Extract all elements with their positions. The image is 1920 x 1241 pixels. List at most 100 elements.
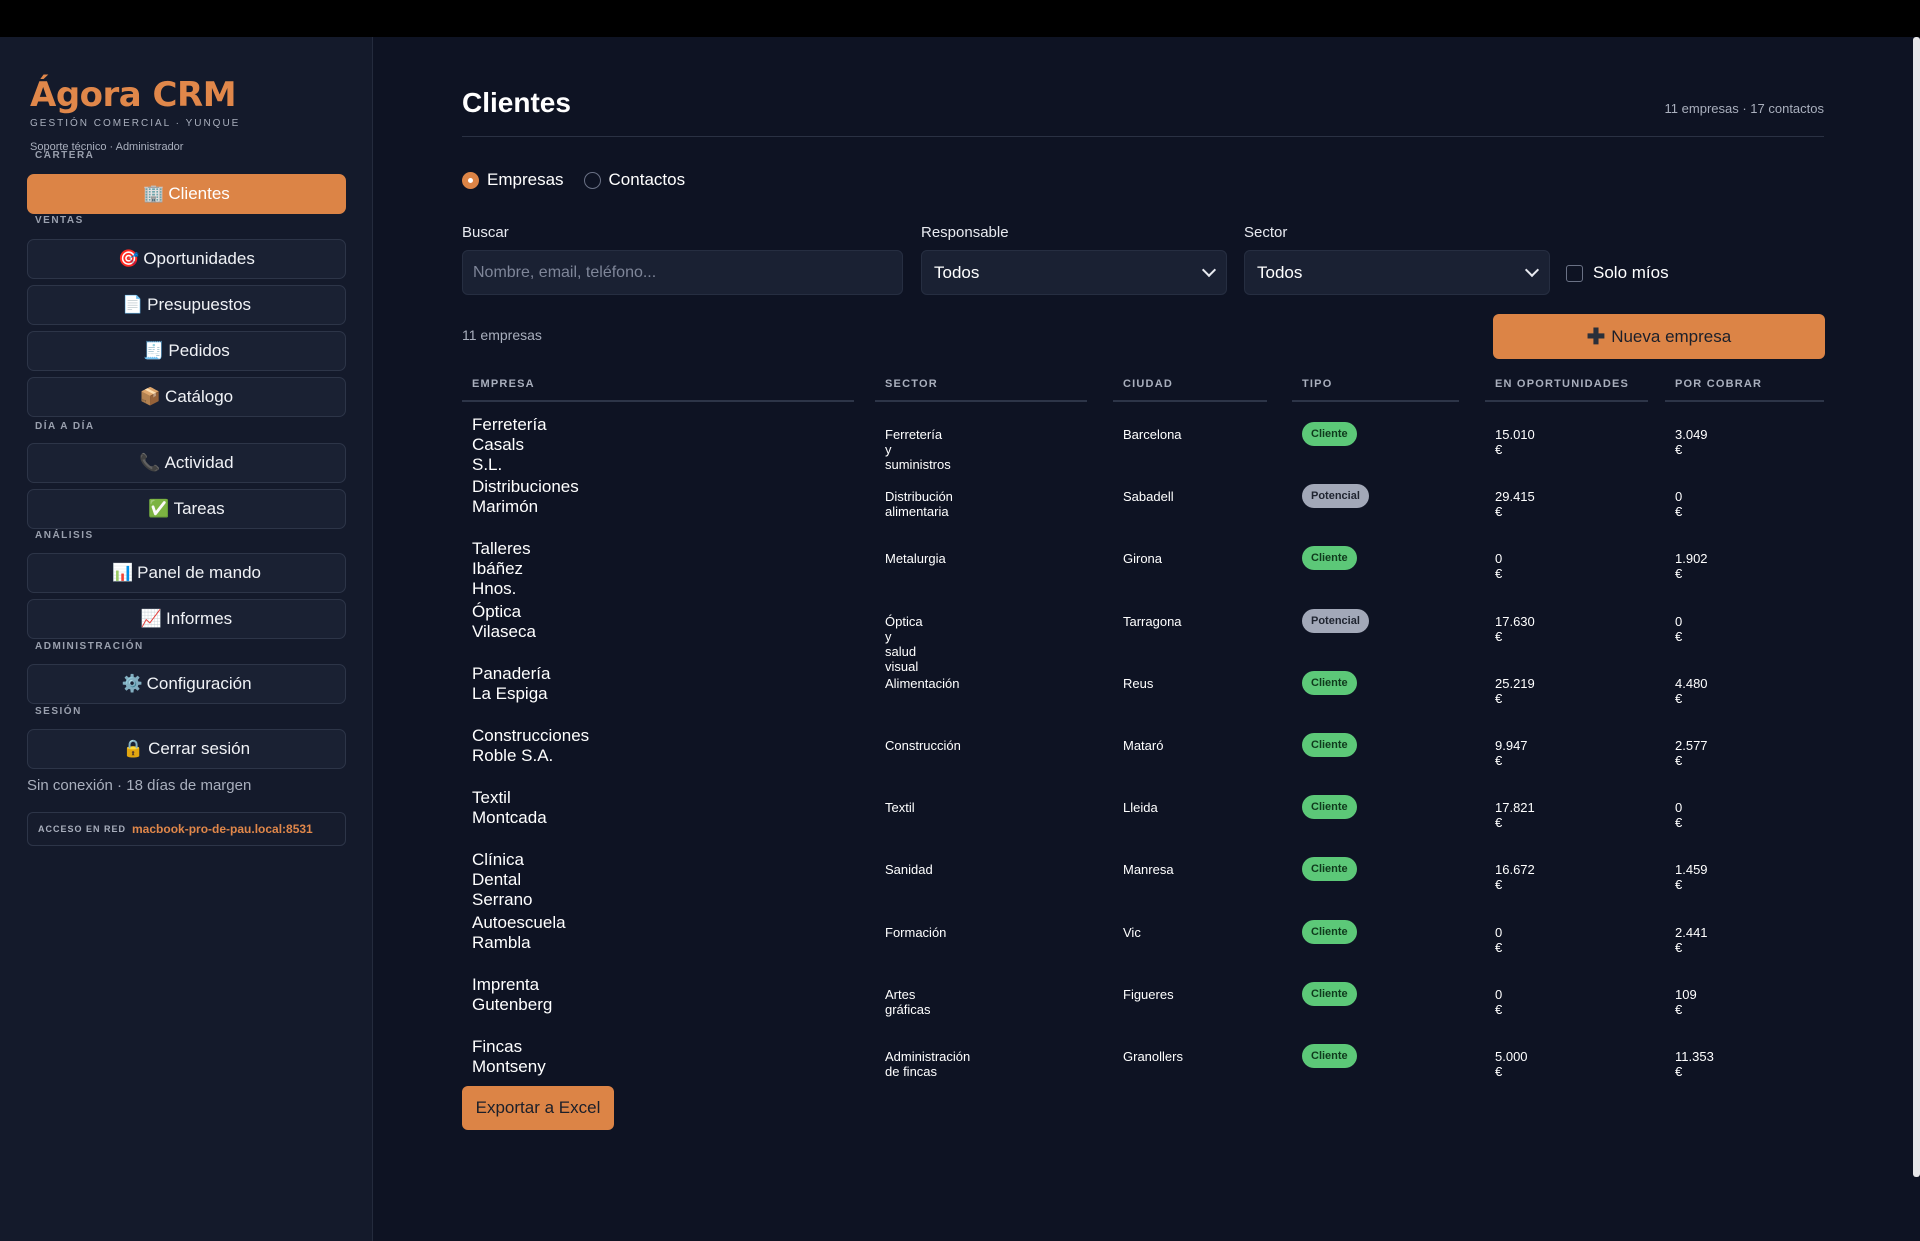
sidebar-item-label: Pedidos	[168, 341, 230, 360]
sidebar-section-label: CARTERA	[35, 150, 95, 161]
nav-emoji-icon: 📞	[139, 453, 161, 472]
page-count-summary: 11 empresas · 17 contactos	[1664, 101, 1824, 116]
sidebar: Ágora CRM GESTIÓN COMERCIAL · YUNQUE Sop…	[0, 37, 373, 1241]
opportunities-cell: 0 €	[1495, 551, 1503, 582]
nav-emoji-icon: 🎯	[118, 249, 140, 268]
sidebar-item-cerrar-sesion[interactable]: 🔒 Cerrar sesión	[27, 729, 346, 769]
nav-emoji-icon: ✅	[148, 499, 170, 518]
company-name-link[interactable]: Óptica Vilaseca	[472, 601, 536, 641]
sidebar-item-actividad[interactable]: 📞 Actividad	[27, 443, 346, 483]
sidebar-item-tareas[interactable]: ✅ Tareas	[27, 489, 346, 529]
sidebar-item-presupuestos[interactable]: 📄 Presupuestos	[27, 285, 346, 325]
opportunities-cell: 17.821 €	[1495, 800, 1535, 831]
type-badge: Cliente	[1302, 857, 1357, 882]
nav-emoji-icon: 🧾	[143, 341, 165, 360]
receivable-cell: 11.353 €	[1675, 1049, 1714, 1079]
opportunities-cell: 5.000 €	[1495, 1049, 1528, 1079]
company-name-link[interactable]: Fincas Montseny	[472, 1037, 546, 1076]
chevron-down-icon	[1201, 262, 1217, 278]
radio-empresas-label: Empresas	[487, 170, 564, 189]
page-title: Clientes	[462, 87, 571, 118]
city-cell: Manresa	[1123, 862, 1174, 878]
title-divider	[462, 136, 1824, 137]
checkbox-icon[interactable]	[1566, 264, 1583, 282]
company-name-link[interactable]: Panadería La Espiga	[472, 663, 551, 703]
brand-subtitle: GESTIÓN COMERCIAL · YUNQUE	[30, 118, 241, 129]
sidebar-item-label: Cerrar sesión	[148, 739, 251, 758]
sidebar-item-label: Actividad	[164, 453, 234, 472]
company-name-link[interactable]: Distribuciones Marimón	[472, 477, 579, 517]
sidebar-section-label: DÍA A DÍA	[35, 421, 95, 432]
sidebar-section-label: ADMINISTRACIÓN	[35, 641, 144, 652]
company-name-link[interactable]: Textil Montcada	[472, 788, 547, 828]
receivable-cell: 3.049 €	[1675, 427, 1708, 457]
opportunities-cell: 9.947 €	[1495, 738, 1528, 768]
company-name-link[interactable]: Ferretería Casals S.L.	[472, 415, 547, 474]
company-name-link[interactable]: Autoescuela Rambla	[472, 912, 566, 952]
sector-label: Sector	[1244, 224, 1288, 241]
sidebar-item-catalogo[interactable]: 📦 Catálogo	[27, 377, 346, 417]
radio-empresas[interactable]: Empresas	[462, 170, 564, 190]
column-header: SECTOR	[875, 378, 1087, 402]
sidebar-item-label: Informes	[166, 609, 233, 628]
sector-cell: Alimentación	[885, 675, 960, 691]
company-name-link[interactable]: Imprenta Gutenberg	[472, 974, 553, 1014]
city-cell: Mataró	[1123, 738, 1164, 753]
sector-cell: Óptica y salud visual	[885, 613, 923, 674]
sidebar-item-configuracion[interactable]: ⚙️ Configuración	[27, 664, 346, 704]
nav-emoji-icon: 📊	[112, 563, 134, 582]
opportunities-cell: 16.672 €	[1495, 862, 1535, 893]
receivable-cell: 1.902 €	[1675, 551, 1708, 582]
network-access-label: ACCESO EN RED	[38, 824, 127, 834]
nav-emoji-icon: 📦	[139, 387, 162, 406]
only-mine-checkbox[interactable]: Solo míos	[1566, 263, 1669, 283]
scrollbar[interactable]	[1913, 37, 1920, 1177]
city-cell: Barcelona	[1123, 427, 1182, 442]
sector-cell: Formación	[885, 924, 947, 940]
export-excel-button[interactable]: Exportar a Excel	[462, 1086, 614, 1130]
city-cell: Vic	[1123, 924, 1141, 940]
type-badge: Cliente	[1302, 919, 1357, 944]
company-name-link[interactable]: Clínica Dental Serrano	[472, 850, 533, 910]
opportunities-cell: 25.219 €	[1495, 675, 1535, 706]
window-top-bar	[0, 0, 1920, 37]
nav-emoji-icon: 🔒	[122, 739, 145, 758]
sidebar-item-informes[interactable]: 📈 Informes	[27, 599, 346, 639]
sidebar-item-label: Configuración	[146, 674, 252, 693]
owner-select-value: Todos	[934, 262, 980, 282]
new-company-button[interactable]: ✚ Nueva empresa	[1493, 314, 1825, 359]
receivable-cell: 2.441 €	[1675, 924, 1708, 955]
network-host-link[interactable]: macbook-pro-de-pau.local:8531	[132, 822, 313, 836]
sidebar-item-clientes[interactable]: 🏢 Clientes	[27, 174, 346, 214]
column-header: POR COBRAR	[1665, 378, 1824, 402]
company-name-link[interactable]: Talleres Ibáñez Hnos.	[472, 539, 531, 599]
sidebar-item-label: Panel de mando	[137, 563, 261, 582]
sidebar-item-oportunidades[interactable]: 🎯 Oportunidades	[27, 239, 346, 279]
sidebar-item-pedidos[interactable]: 🧾 Pedidos	[27, 331, 346, 371]
sidebar-item-panel-de-mando[interactable]: 📊 Panel de mando	[27, 553, 346, 593]
radio-contactos[interactable]: Contactos	[583, 170, 685, 190]
column-header: EMPRESA	[462, 378, 854, 402]
radio-selected-icon[interactable]	[462, 171, 479, 189]
search-label: Buscar	[462, 224, 509, 241]
receivable-cell: 0 €	[1675, 800, 1683, 831]
search-input[interactable]	[462, 250, 903, 295]
sector-select[interactable]: Todos	[1244, 250, 1550, 295]
sector-cell: Textil	[885, 800, 915, 816]
type-badge: Cliente	[1302, 733, 1357, 757]
owner-label: Responsable	[921, 224, 1009, 241]
city-cell: Girona	[1123, 551, 1163, 567]
type-badge: Cliente	[1302, 1044, 1357, 1068]
type-badge: Potencial	[1302, 608, 1369, 633]
company-name-link[interactable]: Construcciones Roble S.A.	[472, 726, 590, 765]
opportunities-cell: 0 €	[1495, 986, 1503, 1017]
sidebar-item-label: Oportunidades	[143, 249, 255, 268]
owner-select[interactable]: Todos	[921, 250, 1227, 295]
only-mine-label: Solo míos	[1593, 263, 1669, 282]
sector-cell: Sanidad	[885, 862, 933, 878]
radio-unselected-icon[interactable]	[583, 171, 601, 189]
sector-cell: Ferretería y suministros	[885, 427, 951, 472]
sidebar-section-label: SESIÓN	[35, 706, 82, 717]
sector-cell: Metalurgia	[885, 551, 946, 567]
type-badge: Potencial	[1302, 484, 1369, 509]
